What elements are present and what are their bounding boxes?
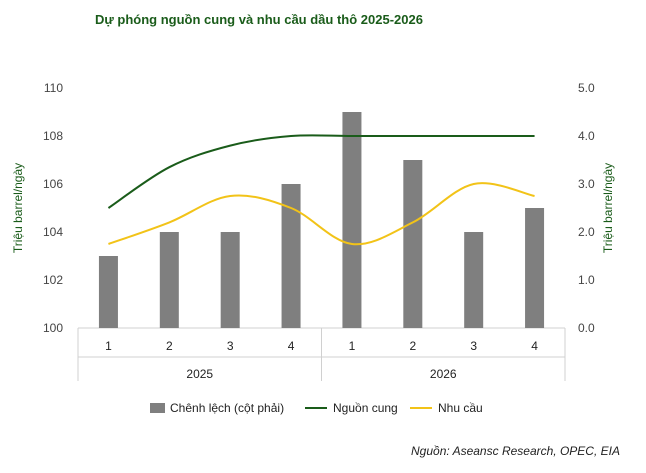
legend-label: Nhu cầu — [438, 401, 483, 415]
line-series — [107, 134, 535, 246]
bar — [464, 232, 484, 328]
x-tick-label: 1 — [105, 339, 112, 353]
category-axis: 2025 2026 1 2 3 4 1 2 3 4 — [105, 339, 538, 381]
legend: Chênh lệch (cột phải) Nguồn cung Nhu cầu — [150, 401, 483, 415]
y-axis-left-title: Triệu barrel/ngày — [11, 163, 25, 253]
y-left-tick-label: 102 — [43, 273, 63, 287]
x-tick-label: 2 — [409, 339, 416, 353]
demand-line — [108, 182, 535, 246]
bar — [220, 232, 240, 328]
y-left-tick-label: 106 — [43, 177, 63, 191]
y-right-tick-label: 4.0 — [578, 129, 595, 143]
chart-title: Dự phóng nguồn cung và nhu cầu dầu thô 2… — [95, 12, 423, 27]
legend-label: Nguồn cung — [333, 401, 398, 415]
y-right-tick-label: 3.0 — [578, 177, 595, 191]
bar — [403, 160, 423, 328]
y-axis-right-title: Triệu barrel/ngày — [601, 163, 615, 253]
bar — [281, 184, 301, 328]
bar — [159, 232, 179, 328]
y-right-tick-label: 5.0 — [578, 81, 595, 95]
axis-lines — [77, 327, 566, 381]
legend-swatch-bar — [150, 403, 165, 413]
bar — [98, 256, 118, 328]
group-label: 2026 — [430, 367, 457, 381]
axis-ticks: 100 102 104 106 108 110 0.0 1.0 2.0 3.0 4.0 5.0 — [43, 81, 595, 335]
source-note: Nguồn: Aseansc Research, OPEC, EIA — [411, 444, 620, 458]
y-left-tick-label: 100 — [43, 321, 63, 335]
y-right-tick-label: 1.0 — [578, 273, 595, 287]
supply-line — [107, 134, 535, 209]
x-tick-label: 2 — [166, 339, 173, 353]
y-left-tick-label: 108 — [43, 129, 63, 143]
group-label: 2025 — [186, 367, 213, 381]
x-tick-label: 1 — [349, 339, 356, 353]
x-tick-label: 3 — [227, 339, 234, 353]
x-tick-label: 3 — [470, 339, 477, 353]
bar-series — [98, 112, 545, 328]
bar — [342, 112, 362, 328]
legend-label: Chênh lệch (cột phải) — [170, 401, 284, 415]
y-right-tick-label: 2.0 — [578, 225, 595, 239]
y-left-tick-label: 110 — [44, 81, 63, 95]
y-right-tick-label: 0.0 — [578, 321, 595, 335]
bar — [525, 208, 545, 328]
x-tick-label: 4 — [288, 339, 295, 353]
x-tick-label: 4 — [531, 339, 538, 353]
y-left-tick-label: 104 — [43, 225, 63, 239]
